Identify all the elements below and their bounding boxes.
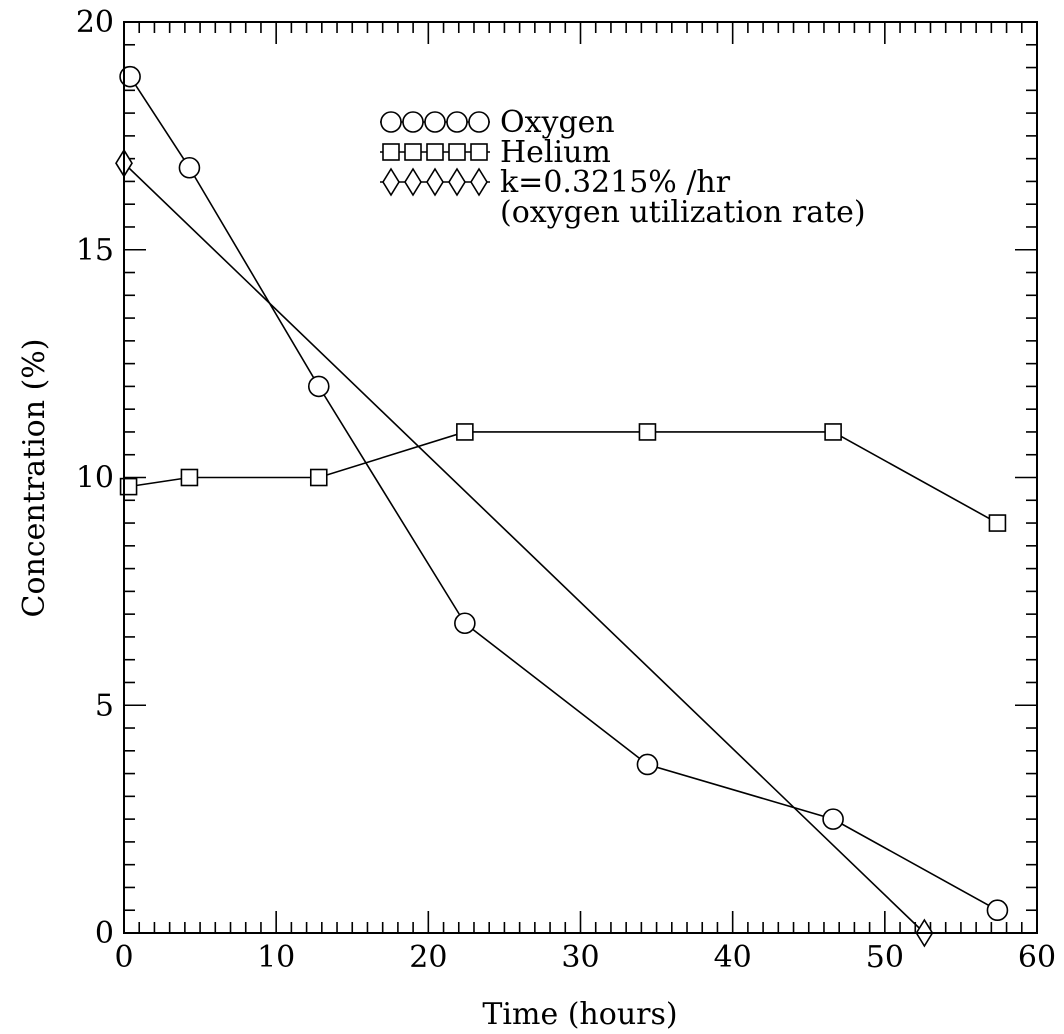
data-point-circle <box>178 156 201 179</box>
y-tick-label: 5 <box>95 688 114 723</box>
data-point-square <box>456 423 474 441</box>
data-point-square <box>638 423 657 441</box>
legend-marker-diamond <box>426 167 444 197</box>
legend-label: Oxygen <box>500 105 615 140</box>
series-line <box>123 162 925 934</box>
legend-entry: Helium <box>380 135 611 170</box>
data-point-circle <box>822 808 844 830</box>
x-tick-label: 60 <box>1018 940 1056 975</box>
y-tick-label: 10 <box>76 461 114 496</box>
x-tick-label: 50 <box>866 940 904 975</box>
legend-marker-circle <box>402 111 424 133</box>
legend-marker-circle <box>468 111 490 133</box>
legend-entry: Oxygen <box>380 105 615 140</box>
legend-label: Helium <box>500 135 611 170</box>
plot-frame <box>123 21 1038 934</box>
data-point-square <box>309 468 328 487</box>
legend-marker-square <box>382 143 400 161</box>
legend-marker-diamond <box>448 167 466 197</box>
legend-marker-diamond <box>382 167 400 197</box>
data-point-circle <box>119 65 141 88</box>
legend-entry: k=0.3215% /hr <box>380 165 731 200</box>
data-point-circle <box>307 375 330 398</box>
x-tick-label: 40 <box>714 940 752 975</box>
series-line <box>128 431 998 524</box>
y-axis-title: Concentration (%) <box>17 339 52 618</box>
tick-labels: 0 10 20 30 40 50 60 0 5 10 15 20 <box>76 5 1056 975</box>
data-point-circle <box>986 899 1009 922</box>
legend-marker-circle <box>424 111 446 133</box>
legend-marker-circle <box>380 111 402 133</box>
series-group <box>115 65 1009 948</box>
legend-marker-square <box>448 143 466 161</box>
legend-marker-diamond <box>470 167 488 197</box>
legend-entry: (oxygen utilization rate) <box>500 195 866 230</box>
series-circle <box>119 65 1009 922</box>
y-tick-label: 15 <box>76 233 114 268</box>
legend-marker-square <box>404 143 422 161</box>
data-point-square <box>119 477 138 496</box>
y-tick-label: 0 <box>95 916 114 951</box>
legend-marker-circle <box>446 111 468 133</box>
y-tick-label: 20 <box>76 5 114 40</box>
legend-label: k=0.3215% /hr <box>500 165 731 200</box>
data-point-circle <box>454 612 476 635</box>
series-square <box>119 423 1007 532</box>
data-point-square <box>824 423 842 441</box>
legend-marker-diamond <box>404 167 422 197</box>
series-diamond <box>115 148 934 948</box>
x-tick-label: 10 <box>257 940 295 975</box>
x-tick-label: 0 <box>114 940 133 975</box>
data-point-square <box>180 468 199 487</box>
x-axis-title: Time (hours) <box>482 997 677 1032</box>
x-tick-label: 20 <box>409 940 447 975</box>
legend-marker-square <box>470 143 488 161</box>
legend-marker-square <box>426 143 444 161</box>
x-tick-label: 30 <box>561 940 599 975</box>
legend-label: (oxygen utilization rate) <box>500 195 866 230</box>
data-point-circle <box>636 753 659 776</box>
data-point-square <box>988 514 1007 532</box>
